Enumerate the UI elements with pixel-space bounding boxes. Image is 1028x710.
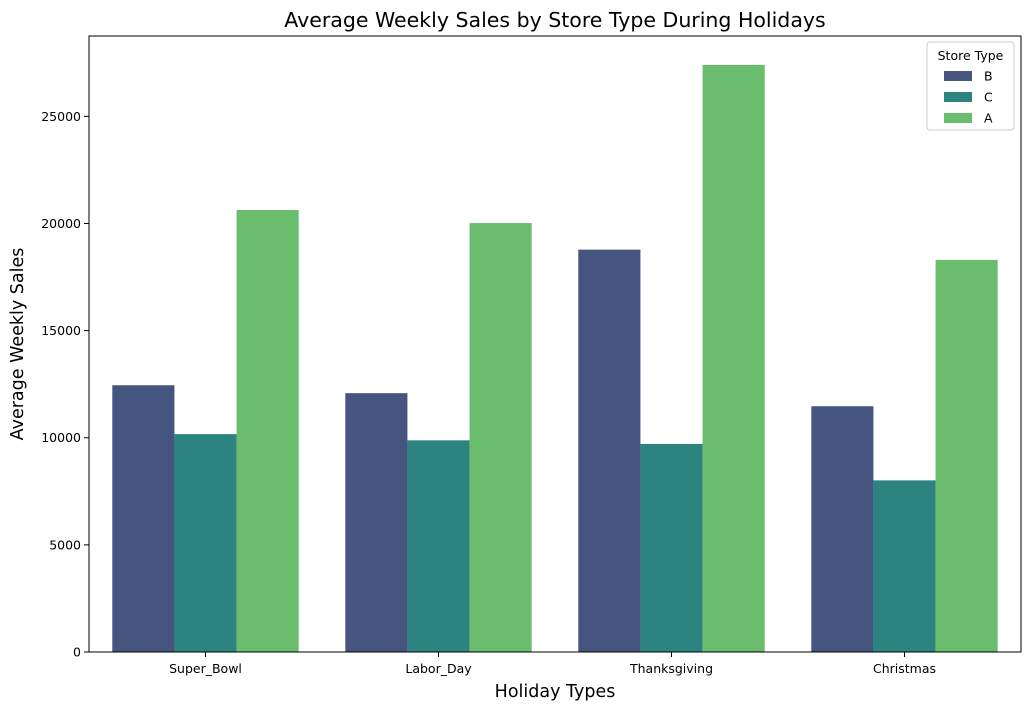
bar-B-thanksgiving — [578, 249, 641, 652]
x-tick-label: Christmas — [873, 661, 936, 676]
bar-C-thanksgiving — [640, 443, 703, 652]
legend: Store Type BCA — [926, 41, 1015, 131]
axes-layer: Super_Bowl Labor_Day Thanksgiving Christmas… — [41, 35, 1022, 676]
bar-B-labor_day — [345, 393, 408, 652]
bar-A-labor_day — [469, 223, 532, 653]
bar-A-thanksgiving — [702, 64, 765, 653]
chart-title: Average Weekly Sales by Store Type Durin… — [284, 8, 825, 32]
legend-label-A: A — [984, 111, 993, 126]
x-tick-label: Labor_Day — [405, 661, 472, 676]
legend-swatch-A — [944, 113, 972, 123]
legend-label-C: C — [984, 90, 993, 105]
legend-title: Store Type — [938, 48, 1004, 63]
legend-swatch-C — [944, 92, 972, 102]
bar-C-christmas — [873, 480, 936, 652]
y-tick-label: 15000 — [41, 323, 81, 338]
legend-swatch-B — [944, 71, 972, 81]
y-tick-label: 5000 — [49, 537, 81, 552]
x-axis-label: Holiday Types — [495, 682, 616, 702]
legend-box — [926, 41, 1015, 131]
x-tick-label: Super_Bowl — [169, 661, 242, 676]
bar-A-christmas — [935, 259, 998, 652]
bar-C-super_bowl — [174, 434, 237, 652]
bar-A-super_bowl — [236, 209, 299, 653]
bar-B-super_bowl — [112, 385, 175, 652]
y-tick-label: 0 — [73, 645, 81, 660]
legend-label-B: B — [984, 69, 993, 84]
y-tick-label: 25000 — [41, 109, 81, 124]
bar-B-christmas — [811, 406, 874, 652]
y-tick-label: 20000 — [41, 216, 81, 231]
x-tick-label: Thanksgiving — [629, 661, 713, 676]
bar-C-labor_day — [407, 440, 470, 652]
y-axis-label: Average Weekly Sales — [8, 248, 28, 441]
y-tick-label: 10000 — [41, 430, 81, 445]
bars-layer — [112, 64, 998, 653]
plot-frame — [88, 35, 1022, 653]
